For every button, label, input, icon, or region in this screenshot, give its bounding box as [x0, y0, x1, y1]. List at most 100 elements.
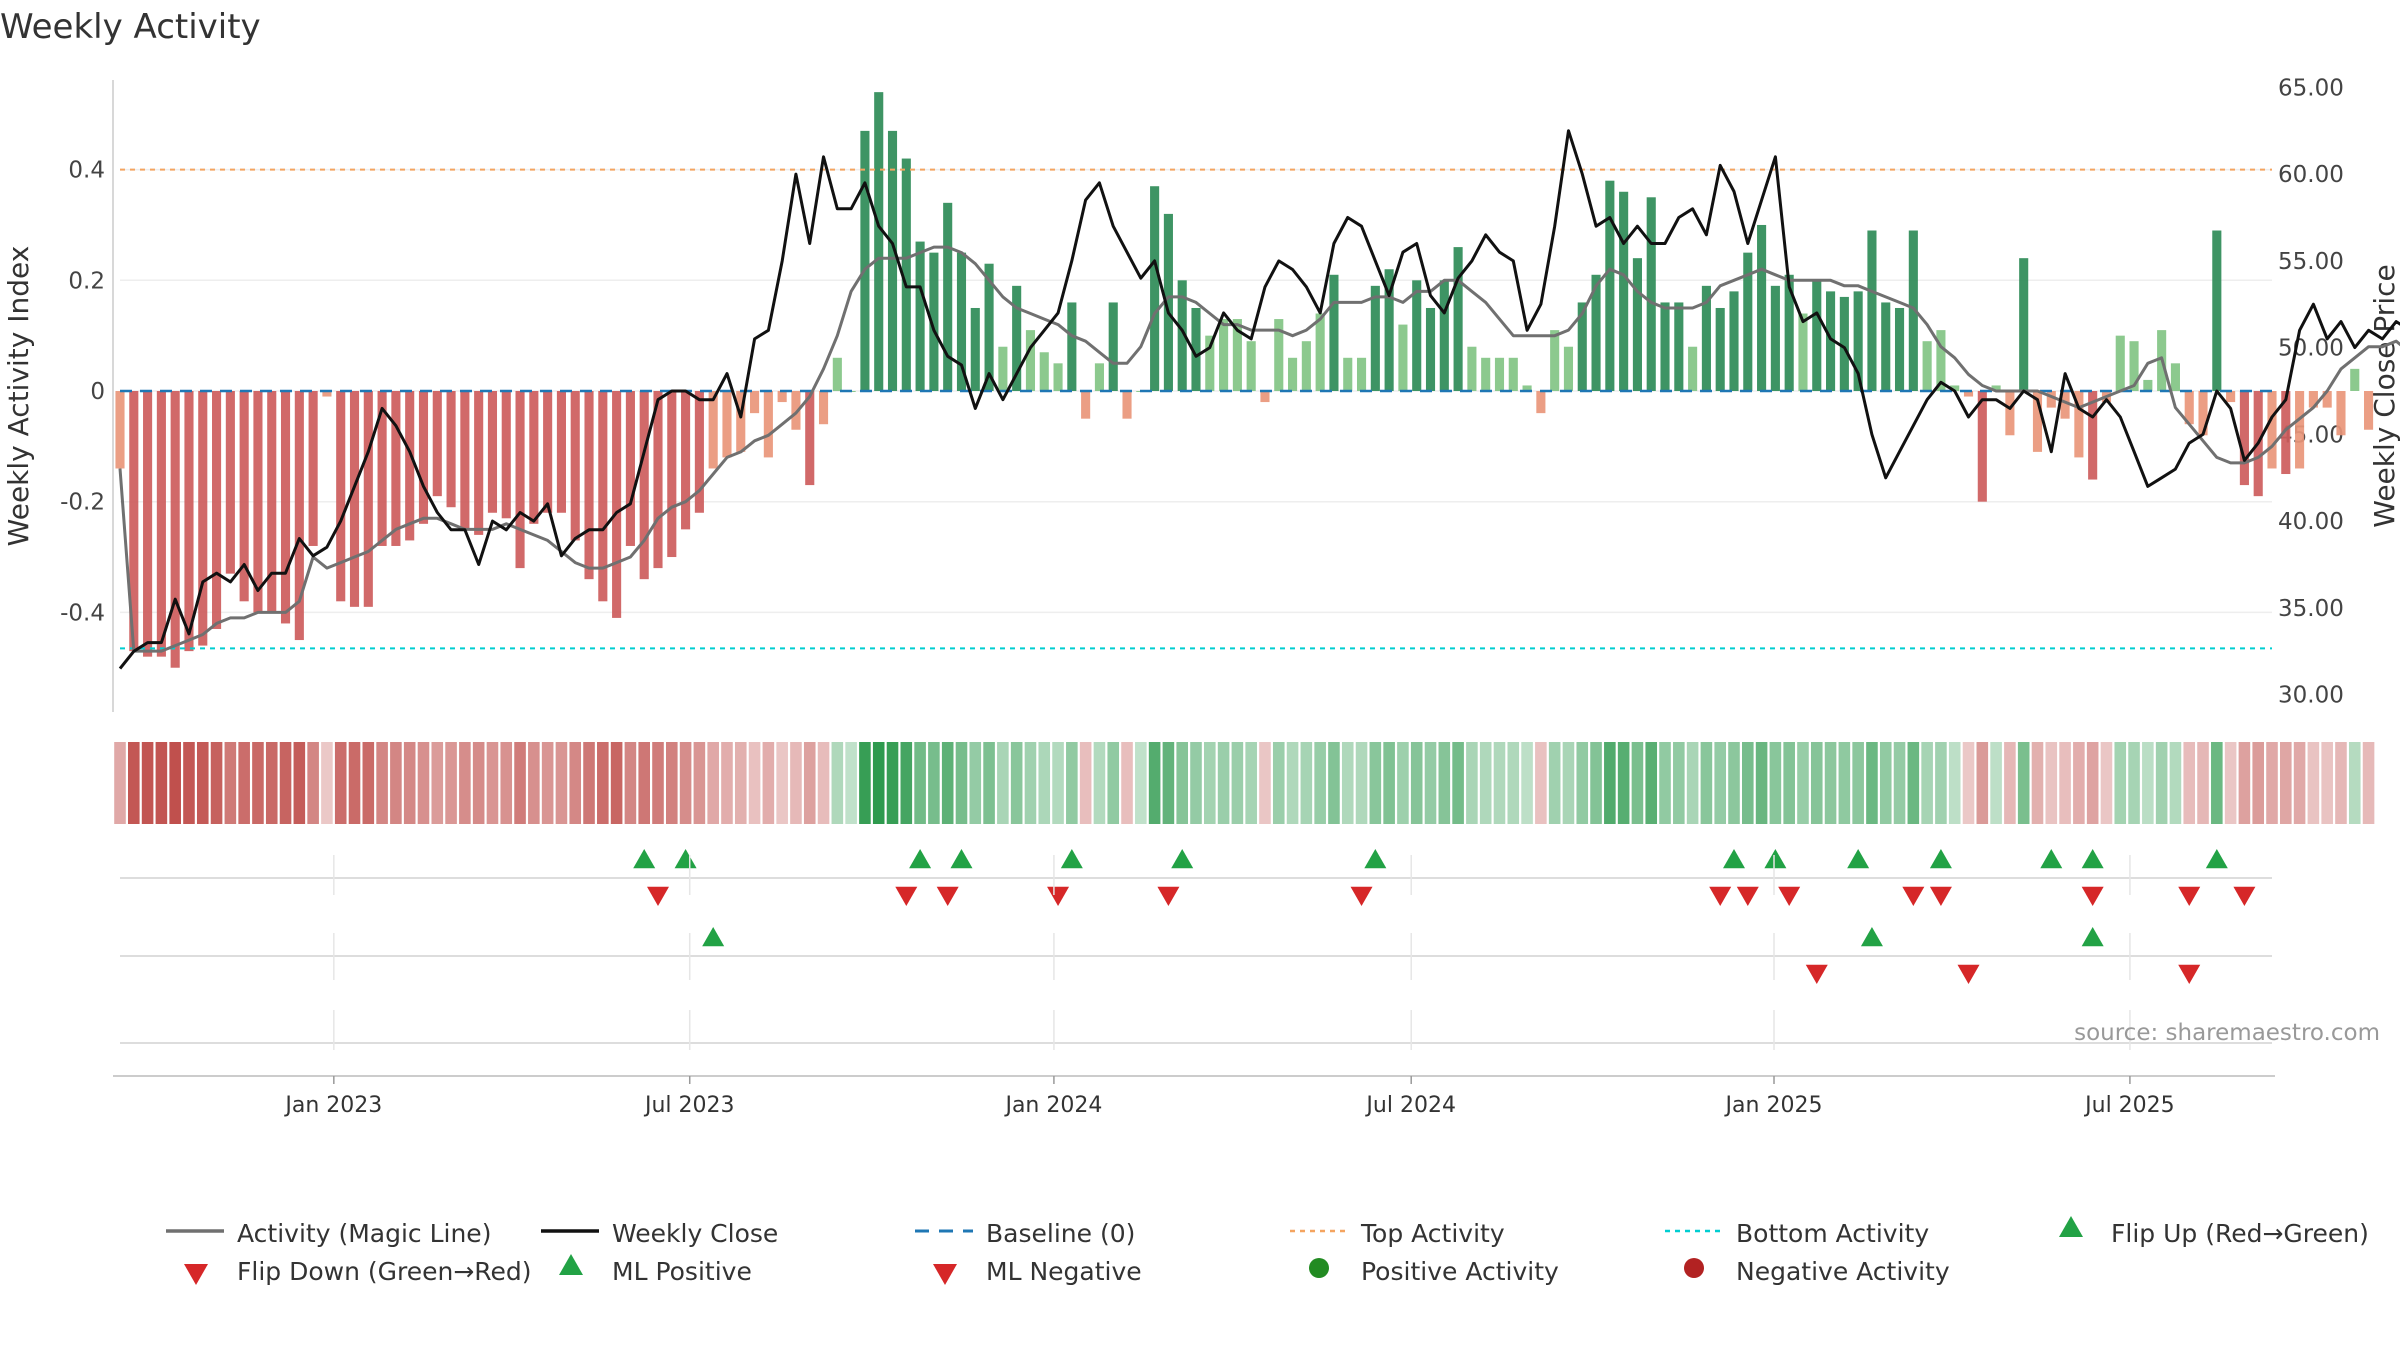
activity-bar: [1922, 341, 1932, 391]
heat-cell: [2307, 742, 2320, 824]
flip-down-marker: [1736, 886, 1759, 906]
flip-up-marker: [1723, 849, 1745, 869]
heat-cell: [914, 742, 926, 824]
activity-bar: [1826, 291, 1836, 391]
chart-legend: Activity (Magic Line) Weekly Close Baselin…: [166, 1216, 2369, 1286]
heat-cell: [1410, 742, 1423, 824]
heat-cell: [2183, 742, 2196, 824]
activity-bar: [2019, 258, 2029, 391]
activity-bar: [294, 391, 304, 641]
activity-bar: [612, 391, 622, 618]
heat-cell: [1135, 742, 1147, 824]
activity-bar: [722, 391, 732, 458]
magic-line: [118, 245, 2400, 653]
heat-cell: [1810, 742, 1823, 824]
heat-cell: [2155, 742, 2168, 824]
chart-title: Weekly Activity: [0, 7, 261, 47]
activity-bar: [1757, 224, 1767, 391]
ml-negative-marker: [1957, 964, 1980, 984]
y-tick-label: 0.4: [68, 158, 105, 184]
heat-cell: [721, 742, 733, 824]
activity-bar: [1950, 385, 1960, 391]
activity-bar: [1039, 352, 1049, 391]
heat-cell: [1948, 742, 1961, 824]
flip-up-marker: [633, 849, 656, 869]
activity-bar: [1688, 346, 1698, 391]
heat-cell: [1438, 742, 1451, 824]
ml-positive-marker: [702, 927, 725, 947]
heat-cell: [997, 742, 1009, 824]
activity-bar: [1453, 247, 1463, 391]
heat-cell: [1383, 742, 1395, 824]
activity-bar: [115, 391, 125, 469]
heat-cell: [955, 742, 968, 824]
activity-bar: [2336, 391, 2346, 436]
activity-bar: [1094, 363, 1104, 391]
heat-cell: [1300, 742, 1313, 824]
activity-bar: [322, 391, 332, 397]
flip-down-marker: [2178, 886, 2201, 906]
heat-cell: [1576, 742, 1589, 824]
heat-cell: [2321, 742, 2333, 824]
activity-bar: [1246, 341, 1256, 391]
activity-bar: [1632, 258, 1642, 391]
heat-cell: [610, 742, 623, 824]
activity-bar: [1619, 191, 1629, 391]
activity-bar: [818, 391, 829, 425]
y2-tick-label: 30.00: [2278, 683, 2344, 709]
heat-cell: [1369, 742, 1382, 824]
heat-cell: [1645, 742, 1658, 824]
heat-cell: [1921, 742, 1933, 824]
activity-bar: [832, 357, 842, 391]
heat-cell: [210, 742, 223, 824]
activity-bar: [1467, 346, 1477, 391]
activity-bar: [2129, 341, 2139, 391]
activity-bar: [474, 391, 484, 535]
activity-bar: [129, 391, 139, 652]
heat-cell: [528, 742, 540, 824]
activity-bar: [1315, 313, 1325, 391]
heat-cell: [403, 742, 416, 824]
activity-bar: [1522, 385, 1532, 391]
heat-cell: [2335, 742, 2347, 824]
activity-bar: [308, 391, 318, 546]
heat-cell: [872, 742, 885, 824]
legend-swatch-negative-activity: [1684, 1258, 1704, 1278]
ml-signal-row: [120, 927, 2272, 984]
heat-cell: [1093, 742, 1106, 824]
heat-cell: [1466, 742, 1478, 824]
heat-cell: [459, 742, 471, 824]
heat-cell: [390, 742, 402, 824]
heat-cell: [169, 742, 181, 824]
heat-cell: [2280, 742, 2292, 824]
activity-bar: [1177, 280, 1187, 391]
legend-label-activity-magic-line: Activity (Magic Line): [237, 1219, 491, 1248]
activity-bar: [2239, 391, 2249, 486]
heat-cell: [1714, 742, 1726, 824]
activity-bar: [336, 391, 346, 602]
heat-cell: [1148, 742, 1161, 824]
heat-cell: [431, 742, 444, 824]
activity-bar: [1108, 302, 1118, 391]
ml-positive-marker: [2081, 927, 2104, 947]
heat-cell: [679, 742, 692, 824]
heat-cell: [762, 742, 775, 824]
flip-down-marker: [1929, 886, 1952, 906]
activity-bar: [584, 391, 594, 580]
activity-bar: [805, 391, 815, 486]
activity-bar: [2226, 391, 2236, 403]
heat-cell: [252, 742, 264, 824]
activity-bar: [184, 391, 194, 652]
heat-cell: [1673, 742, 1685, 824]
ml-positive-marker: [1860, 927, 1883, 947]
heat-cell: [2197, 742, 2209, 824]
activity-bar: [1329, 274, 1339, 391]
activity-bar: [2212, 230, 2222, 391]
activity-bar: [1770, 285, 1780, 391]
activity-bar: [1025, 330, 1036, 391]
x-tick-label: Jan 2025: [1724, 1093, 1823, 1118]
x-tick-label: Jul 2023: [643, 1093, 735, 1118]
activity-bar: [750, 391, 760, 414]
heat-cell: [2293, 742, 2306, 824]
heat-cell: [693, 742, 706, 824]
